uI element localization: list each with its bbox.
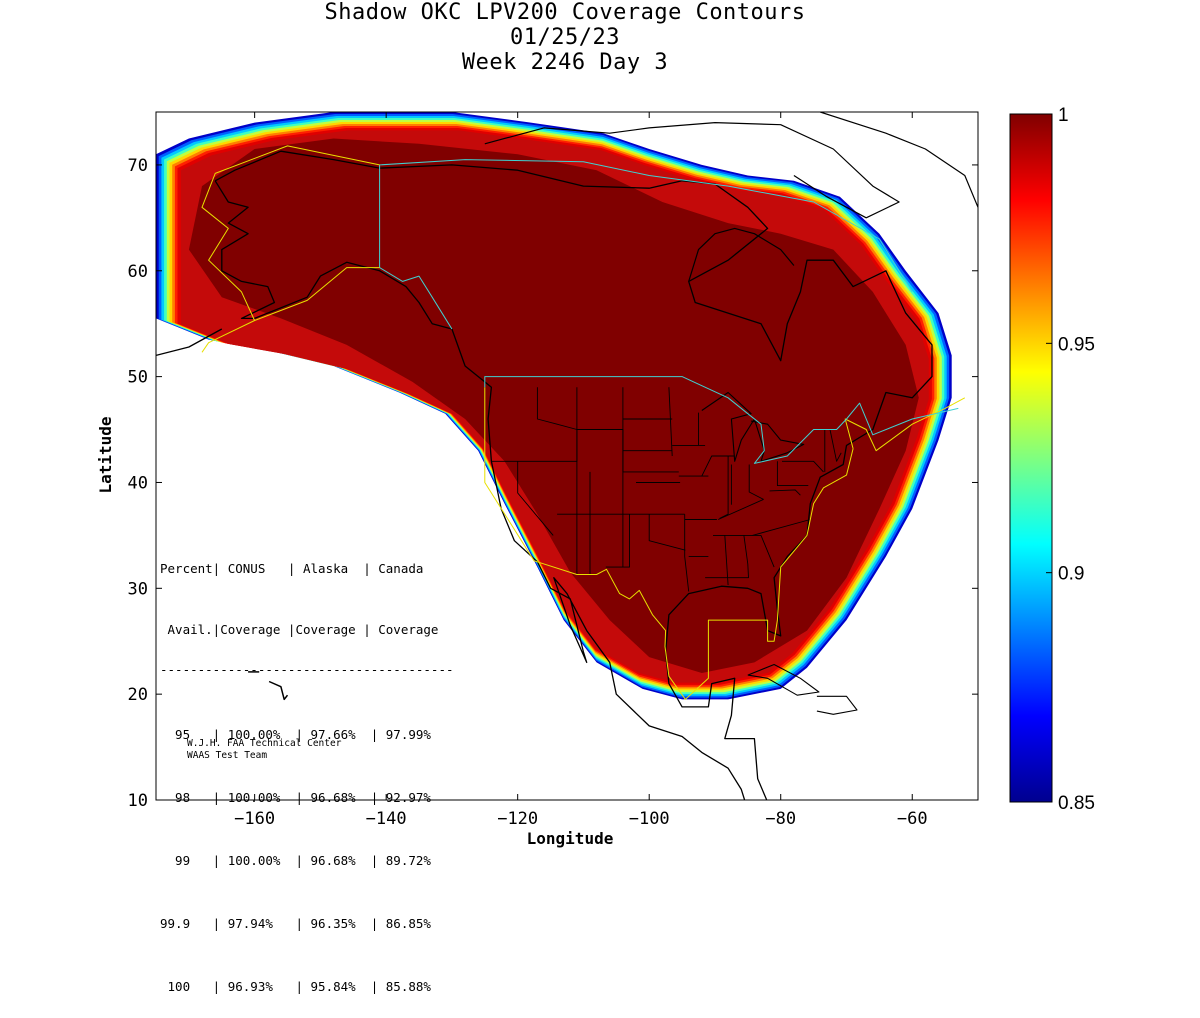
credit-line-1: W.J.H. FAA Technical Center: [187, 738, 342, 749]
x-axis-label: Longitude: [527, 829, 614, 848]
state-border: [769, 489, 801, 496]
state-border: [705, 535, 749, 579]
us-canada-border: [484, 376, 959, 464]
x-tick-label: −60: [897, 809, 928, 829]
state-border: [536, 387, 578, 430]
aleutian-islands: [156, 328, 223, 357]
coverage-chart: −160 −140 −120 −100 −80 −60 10 20 30 40 50 60 70 Lo…: [96, 105, 1095, 848]
colorbar-ticks: 1 0.95 0.9 0.85: [1046, 105, 1095, 814]
state-border: [684, 514, 690, 592]
stats-header-row-2: Avail.|Coverage |Coverage | Coverage: [160, 622, 439, 637]
state-border: [748, 464, 764, 500]
state-border: [648, 514, 686, 551]
credits: W.J.H. FAA Technical Center WAAS Test Te…: [187, 738, 341, 762]
chart-title: Shadow OKC LPV200 Coverage Contours: [324, 0, 806, 25]
stats-rule: ---------------------------------------: [160, 662, 454, 677]
y-tick-label: 70: [128, 156, 148, 176]
canada-boundary-yellow: [844, 397, 966, 452]
coastline-west: [214, 180, 746, 800]
x-tick-label: −100: [629, 809, 670, 829]
state-border: [719, 456, 729, 519]
y-axis: 10 20 30 40 50 60 70: [128, 156, 978, 811]
state-border: [605, 514, 630, 568]
state-border: [776, 461, 809, 487]
colorbar-tick-label: 0.85: [1058, 793, 1095, 814]
state-border: [491, 429, 679, 473]
coverage-contours: [156, 112, 952, 700]
chart-week-day: Week 2246 Day 3: [461, 50, 669, 75]
usa-boundary-yellow: [484, 387, 854, 700]
y-tick-label: 30: [128, 579, 148, 599]
chart-date: 01/25/23: [510, 25, 620, 50]
state-border: [701, 455, 735, 477]
state-border: [517, 461, 554, 536]
hudson-bay-north: [688, 227, 795, 282]
y-axis-label: Latitude: [96, 416, 115, 493]
stats-row: 98 | 100.00% | 96.68% | 92.97%: [160, 790, 431, 805]
colorbar: [1009, 113, 1053, 803]
state-border: [782, 460, 824, 473]
y-tick-label: 10: [128, 791, 148, 811]
alaska-boundary-yellow: [254, 267, 380, 321]
state-border: [718, 498, 764, 520]
cuba: [747, 663, 820, 696]
state-border: [752, 534, 775, 568]
great-lakes: [701, 391, 805, 462]
map-outlines: [156, 112, 978, 800]
y-tick-label: 50: [128, 368, 148, 388]
hawaii-islands: [268, 680, 289, 701]
state-border: [668, 387, 673, 457]
x-tick-label: −160: [234, 809, 275, 829]
coverage-stats-table: Percent| CONUS | Alaska | Canada Avail.|…: [160, 516, 454, 1018]
x-tick-label: −140: [366, 809, 407, 829]
stats-row: 99.9 | 97.94% | 96.35% | 86.85%: [160, 916, 431, 931]
stats-row: 99 | 100.00% | 96.68% | 89.72%: [160, 853, 431, 868]
colorbar-tick-label: 1: [1058, 105, 1069, 126]
alaska-boundary-yellow: [201, 145, 380, 353]
full-coverage-core: [188, 138, 919, 673]
colorbar-tick-label: 0.95: [1058, 334, 1095, 355]
plot-frame: [155, 111, 979, 801]
credit-line-2: WAAS Test Team: [187, 750, 268, 761]
stats-header-row-1: Percent| CONUS | Alaska | Canada: [160, 561, 424, 576]
state-border: [829, 429, 842, 462]
x-tick-label: −120: [497, 809, 538, 829]
stats-row: 95 | 100.00% | 97.66% | 97.99%: [160, 727, 431, 742]
stats-row: 100 | 96.93% | 95.84% | 85.88%: [160, 979, 431, 994]
greenland-coast: [820, 112, 978, 208]
colorbar-tick-label: 0.9: [1058, 564, 1084, 585]
hispaniola: [816, 695, 858, 715]
y-tick-label: 20: [128, 685, 148, 705]
x-axis: −160 −140 −120 −100 −80 −60: [234, 112, 928, 829]
y-tick-label: 40: [128, 473, 148, 493]
x-tick-label: −80: [765, 809, 796, 829]
state-border: [724, 535, 729, 586]
chart-title-block: Shadow OKC LPV200 Coverage Contours 01/2…: [0, 0, 1130, 75]
arctic-islands: [484, 122, 900, 219]
canada-arctic-boundary: [379, 159, 913, 293]
y-tick-label: 60: [128, 262, 148, 282]
